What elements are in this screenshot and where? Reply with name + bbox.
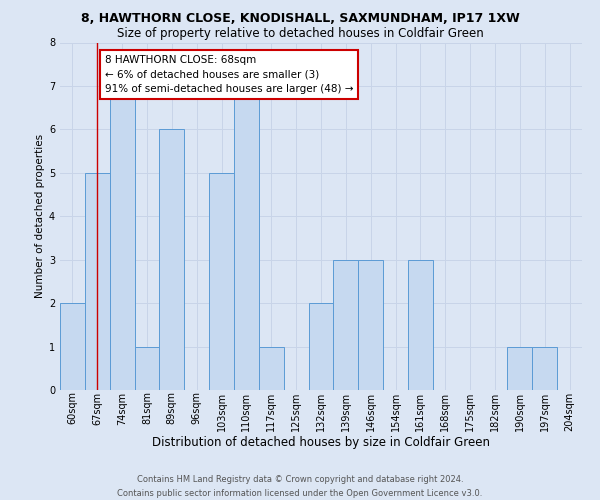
Bar xyxy=(358,260,383,390)
X-axis label: Distribution of detached houses by size in Coldfair Green: Distribution of detached houses by size … xyxy=(152,436,490,450)
Bar xyxy=(532,346,557,390)
Bar xyxy=(60,303,85,390)
Bar xyxy=(209,173,234,390)
Text: 8, HAWTHORN CLOSE, KNODISHALL, SAXMUNDHAM, IP17 1XW: 8, HAWTHORN CLOSE, KNODISHALL, SAXMUNDHA… xyxy=(80,12,520,26)
Text: Contains HM Land Registry data © Crown copyright and database right 2024.
Contai: Contains HM Land Registry data © Crown c… xyxy=(118,476,482,498)
Bar xyxy=(234,86,259,390)
Y-axis label: Number of detached properties: Number of detached properties xyxy=(35,134,45,298)
Bar xyxy=(259,346,284,390)
Text: 8 HAWTHORN CLOSE: 68sqm
← 6% of detached houses are smaller (3)
91% of semi-deta: 8 HAWTHORN CLOSE: 68sqm ← 6% of detached… xyxy=(105,54,353,94)
Bar xyxy=(160,130,184,390)
Bar xyxy=(134,346,160,390)
Bar xyxy=(110,86,134,390)
Bar xyxy=(408,260,433,390)
Bar xyxy=(334,260,358,390)
Bar xyxy=(85,173,110,390)
Bar xyxy=(308,303,334,390)
Text: Size of property relative to detached houses in Coldfair Green: Size of property relative to detached ho… xyxy=(116,28,484,40)
Bar xyxy=(508,346,532,390)
